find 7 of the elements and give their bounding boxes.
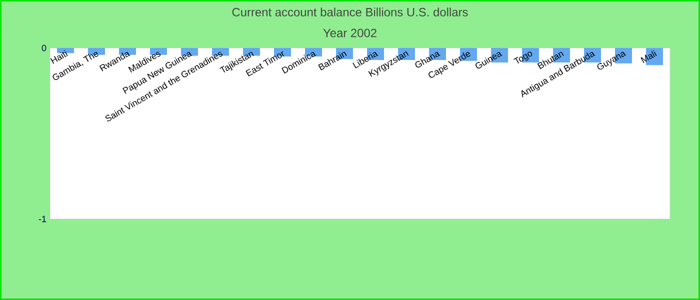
x-tick-label: Mali — [640, 50, 657, 64]
x-tick-label: Haiti — [50, 50, 68, 64]
x-tick-label: Togo — [513, 52, 532, 64]
chart-subtitle: Year 2002 — [323, 28, 376, 38]
y-tick-label: -1 — [38, 216, 46, 222]
y-tick-label: 0 — [42, 44, 46, 52]
chart-title: Current account balance Billions U.S. dollars — [232, 8, 468, 16]
